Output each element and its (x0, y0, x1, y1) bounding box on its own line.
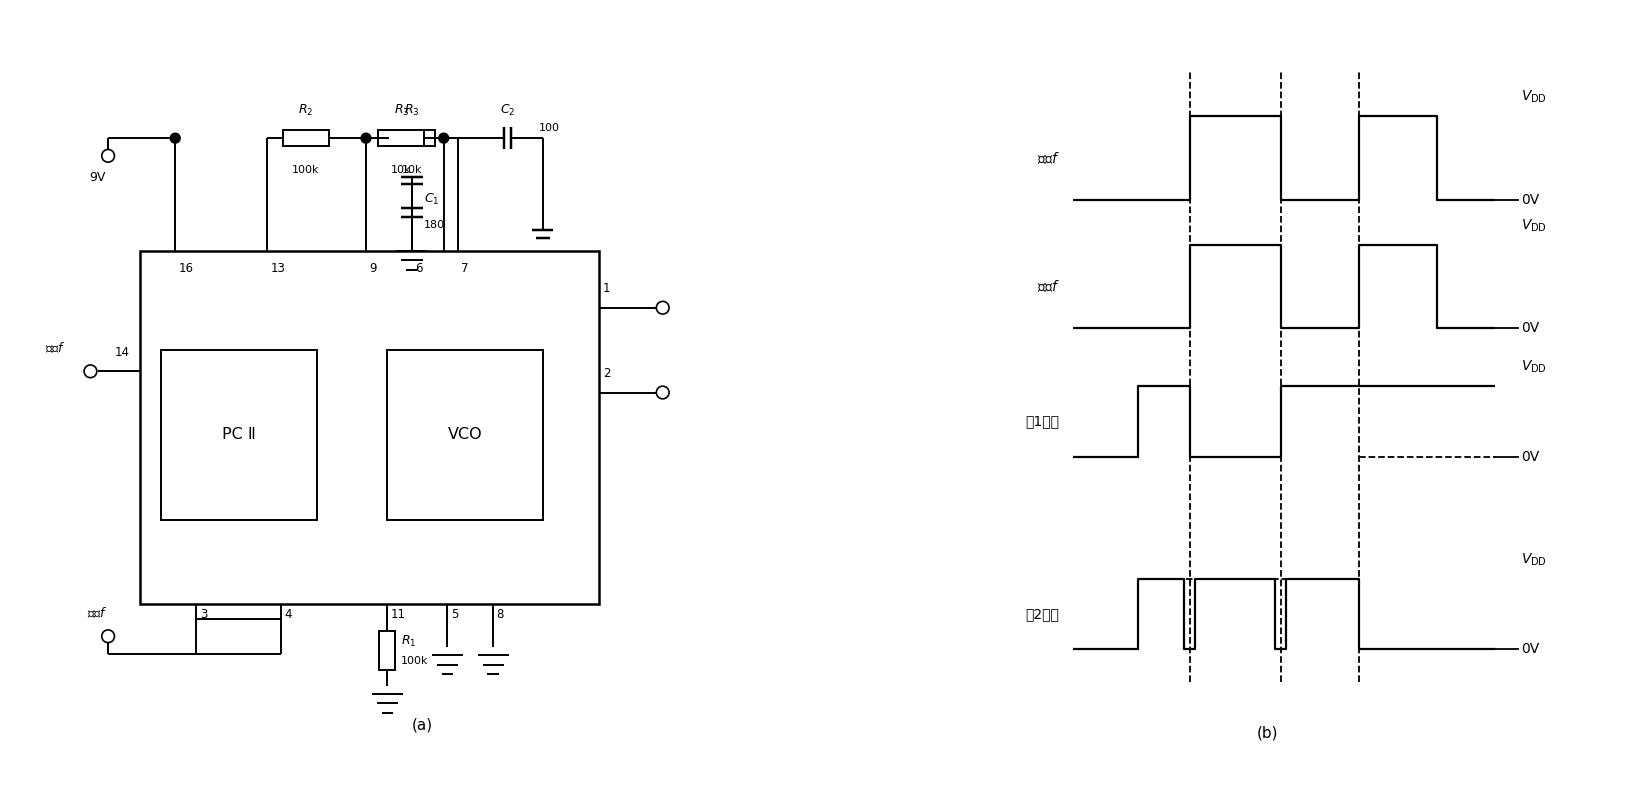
Text: 0V: 0V (1521, 321, 1539, 335)
Bar (379, 130, 424, 146)
Text: 100k: 100k (401, 656, 429, 666)
Text: $V_{\mathrm{DD}}$: $V_{\mathrm{DD}}$ (1521, 217, 1547, 234)
Text: (a): (a) (413, 717, 432, 732)
Text: (b): (b) (1256, 725, 1279, 740)
Text: PC Ⅱ: PC Ⅱ (223, 427, 255, 443)
Text: 7: 7 (461, 262, 470, 275)
Text: $V_{\mathrm{DD}}$: $V_{\mathrm{DD}}$ (1521, 89, 1547, 105)
Bar (283, 130, 328, 146)
Circle shape (171, 133, 180, 143)
Text: $R_2$: $R_2$ (299, 104, 314, 119)
Text: 0V: 0V (1521, 450, 1539, 464)
Text: 0V: 0V (1521, 193, 1539, 206)
Text: 11: 11 (390, 608, 406, 621)
Text: 0V: 0V (1521, 642, 1539, 656)
Text: $C_2$: $C_2$ (499, 104, 515, 119)
Text: 100: 100 (540, 122, 561, 133)
Text: $C_1$: $C_1$ (424, 192, 439, 207)
Text: 10k: 10k (392, 165, 411, 175)
Text: 14: 14 (114, 345, 130, 359)
Circle shape (439, 133, 449, 143)
Circle shape (361, 133, 370, 143)
Text: 8: 8 (497, 608, 504, 621)
Text: 9V: 9V (89, 170, 106, 184)
Text: 10k: 10k (401, 165, 422, 175)
Bar (379, 631, 395, 670)
Text: 3: 3 (200, 608, 208, 621)
Text: 6: 6 (416, 262, 422, 275)
Text: 输入$f$: 输入$f$ (88, 606, 107, 620)
Bar (387, 350, 543, 520)
Text: 4: 4 (284, 608, 292, 621)
Text: $R_3$: $R_3$ (393, 104, 410, 119)
Text: 脚1输出: 脚1输出 (1025, 414, 1060, 429)
Text: 脚2输出: 脚2输出 (1025, 607, 1060, 621)
Text: 输入$f$: 输入$f$ (46, 341, 65, 356)
Text: 16: 16 (179, 262, 193, 275)
Bar (140, 251, 600, 604)
Bar (388, 130, 436, 146)
Text: 180: 180 (424, 220, 445, 230)
Text: $V_{\mathrm{DD}}$: $V_{\mathrm{DD}}$ (1521, 551, 1547, 568)
Text: $V_{\mathrm{DD}}$: $V_{\mathrm{DD}}$ (1521, 359, 1547, 375)
Text: 9: 9 (369, 262, 377, 275)
Text: 输入$f$: 输入$f$ (1037, 150, 1060, 166)
Text: 1: 1 (603, 282, 609, 295)
Text: $R_1$: $R_1$ (401, 634, 416, 649)
Text: 2: 2 (603, 367, 609, 380)
Text: 5: 5 (450, 608, 458, 621)
Text: $R_3$: $R_3$ (405, 104, 419, 119)
Text: 13: 13 (271, 262, 286, 275)
Text: 输出$f$: 输出$f$ (1037, 279, 1060, 294)
Bar (161, 350, 317, 520)
Text: 100k: 100k (292, 165, 320, 175)
Text: VCO: VCO (447, 427, 483, 443)
